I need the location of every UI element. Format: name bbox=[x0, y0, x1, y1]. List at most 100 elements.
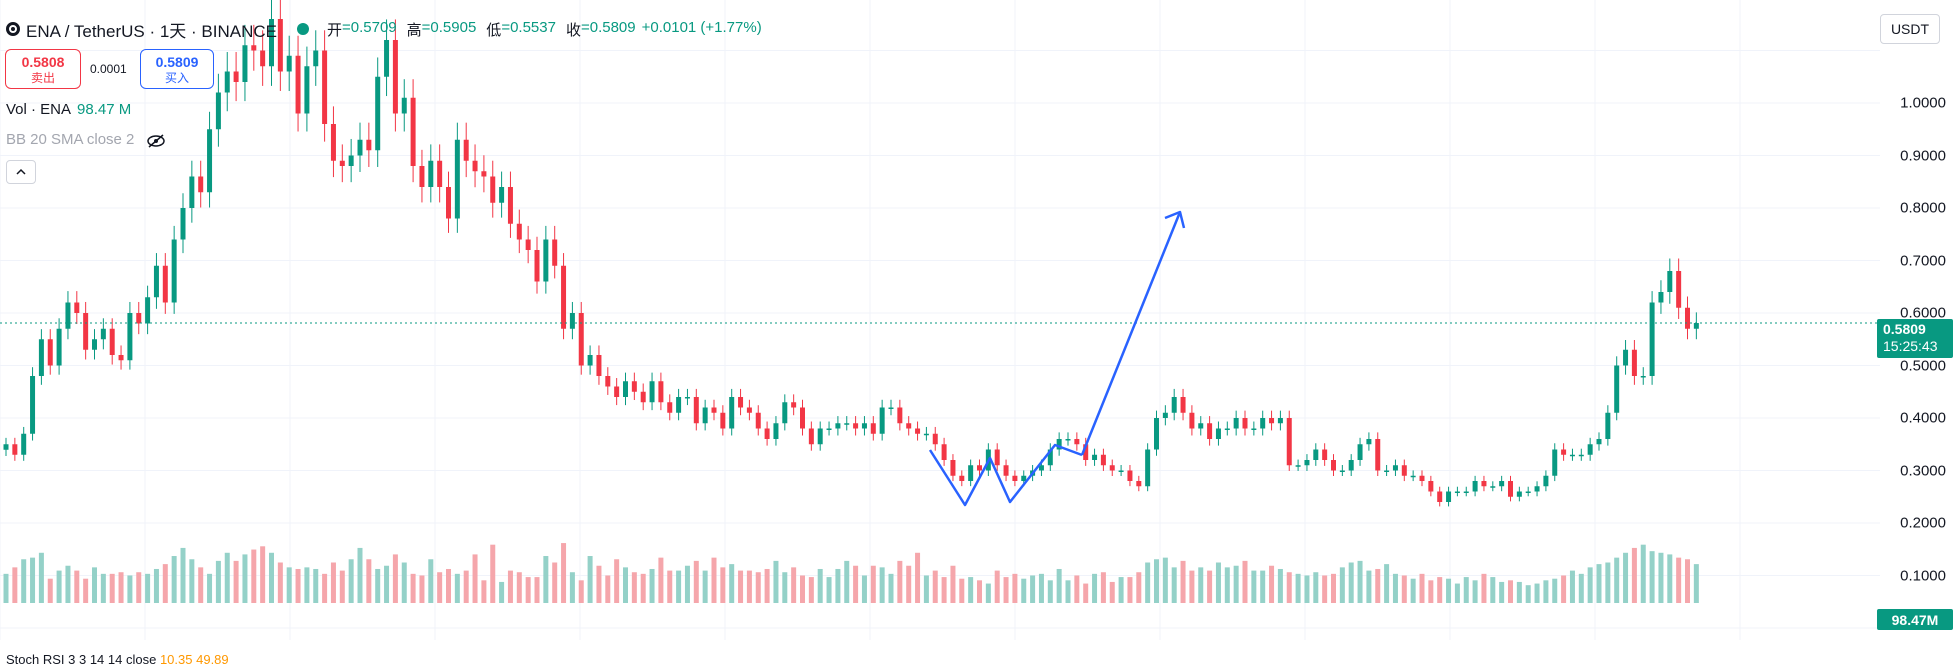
volume-bar bbox=[534, 577, 540, 603]
volume-indicator-legend[interactable]: Vol · ENA 98.47 M bbox=[6, 101, 131, 118]
volume-bar bbox=[1366, 570, 1372, 603]
volume-bar bbox=[1304, 575, 1310, 603]
volume-bar bbox=[932, 570, 938, 603]
volume-bar bbox=[127, 575, 133, 603]
volume-bar bbox=[1605, 562, 1611, 603]
candle-body bbox=[1410, 475, 1416, 478]
volume-bar bbox=[1189, 570, 1195, 603]
candlestick-chart[interactable] bbox=[0, 0, 1880, 660]
volume-bar bbox=[959, 578, 965, 603]
volume-bar bbox=[658, 557, 664, 603]
candle-body bbox=[667, 402, 673, 413]
volume-bar bbox=[711, 557, 717, 603]
volume-bar bbox=[1286, 572, 1292, 603]
volume-bar bbox=[198, 567, 204, 603]
volume-bar bbox=[702, 570, 708, 603]
price-tick-label: 0.9000 bbox=[1900, 147, 1946, 164]
volume-bar bbox=[1224, 567, 1230, 603]
candle-body bbox=[1162, 412, 1168, 418]
volume-bar bbox=[100, 573, 106, 603]
volume-bar bbox=[1092, 573, 1098, 603]
buy-button[interactable]: 0.5809 买入 bbox=[140, 49, 214, 89]
volume-bar bbox=[269, 552, 274, 603]
candle-body bbox=[1463, 491, 1469, 493]
volume-bar bbox=[1047, 580, 1053, 603]
volume-bar bbox=[30, 557, 36, 603]
candle-body bbox=[1534, 486, 1540, 492]
candle-body bbox=[561, 265, 567, 329]
currency-selector[interactable]: USDT bbox=[1880, 14, 1940, 44]
candle-body bbox=[808, 428, 814, 445]
candle-body bbox=[1171, 397, 1177, 413]
price-tick-label: 0.6000 bbox=[1900, 304, 1946, 322]
volume-bar bbox=[1313, 572, 1319, 603]
trend-arrow bbox=[1080, 211, 1182, 456]
volume-bar bbox=[1569, 570, 1575, 603]
high-label: 高 bbox=[406, 21, 422, 39]
low-value: =0.5537 bbox=[501, 18, 556, 36]
volume-bar bbox=[791, 567, 797, 603]
candle-body bbox=[1596, 439, 1602, 445]
price-tick-label: 0.7000 bbox=[1900, 252, 1946, 269]
volume-bar bbox=[12, 567, 18, 603]
candle-body bbox=[1154, 418, 1159, 450]
volume-bar bbox=[490, 544, 496, 603]
candle-body bbox=[534, 250, 540, 282]
bollinger-indicator-legend[interactable]: BB 20 SMA close 2 bbox=[6, 131, 166, 148]
eye-crossed-icon[interactable] bbox=[146, 133, 166, 148]
volume-bar bbox=[136, 572, 142, 603]
chart-pane[interactable]: ENA / TetherUS · 1天 · BINANCE 开 =0.5709 高… bbox=[0, 0, 1880, 667]
candle-body bbox=[463, 139, 469, 161]
candle-body bbox=[994, 449, 1000, 466]
candle-body bbox=[1083, 444, 1089, 460]
volume-bar bbox=[1596, 564, 1602, 603]
candle-body bbox=[888, 407, 894, 409]
sell-button[interactable]: 0.5808 卖出 bbox=[5, 49, 81, 89]
candle-body bbox=[587, 355, 593, 366]
volume-bar bbox=[1676, 557, 1682, 603]
candle-body bbox=[1348, 460, 1354, 471]
volume-bar bbox=[1109, 581, 1115, 603]
candle-body bbox=[1207, 423, 1213, 439]
candle-body bbox=[366, 139, 372, 151]
volume-bar bbox=[339, 570, 345, 603]
candle-body bbox=[357, 139, 363, 156]
volume-bar bbox=[348, 559, 354, 603]
candle-body bbox=[649, 381, 655, 403]
volume-bar bbox=[693, 560, 699, 603]
candle-body bbox=[1286, 418, 1292, 466]
volume-bar bbox=[428, 559, 434, 603]
ena-logo-icon bbox=[6, 22, 20, 36]
chart-grid bbox=[0, 0, 1880, 640]
volume-bar bbox=[1215, 562, 1221, 603]
volume-bar bbox=[357, 547, 363, 603]
volume-bar bbox=[1038, 573, 1044, 603]
candle-body bbox=[21, 433, 27, 455]
volume-bar bbox=[1543, 580, 1549, 603]
candle-body bbox=[153, 265, 159, 298]
candle-body bbox=[950, 460, 956, 476]
candle-body bbox=[1552, 449, 1558, 476]
symbol-title[interactable]: ENA / TetherUS · 1天 · BINANCE bbox=[26, 21, 277, 41]
candle-body bbox=[269, 19, 274, 67]
volume-bar bbox=[614, 559, 620, 603]
volume-bar bbox=[286, 567, 292, 603]
chevron-up-icon[interactable] bbox=[6, 160, 36, 184]
volume-bar bbox=[764, 568, 770, 603]
volume-bar bbox=[923, 575, 929, 603]
candle-body bbox=[631, 381, 637, 392]
candle-body bbox=[118, 355, 124, 361]
volume-bar bbox=[1339, 567, 1345, 603]
candle-body bbox=[171, 239, 177, 303]
volume-bar bbox=[162, 564, 168, 603]
volume-bar bbox=[906, 565, 912, 603]
volume-bar bbox=[941, 577, 947, 603]
drawing-tools[interactable] bbox=[928, 210, 1186, 507]
candle-body bbox=[870, 423, 876, 434]
candle-body bbox=[516, 223, 522, 240]
candle-body bbox=[702, 407, 708, 424]
candle-body bbox=[384, 40, 390, 77]
volume-bar bbox=[109, 573, 115, 603]
candle-body bbox=[100, 328, 106, 340]
volume-bar bbox=[384, 565, 390, 603]
